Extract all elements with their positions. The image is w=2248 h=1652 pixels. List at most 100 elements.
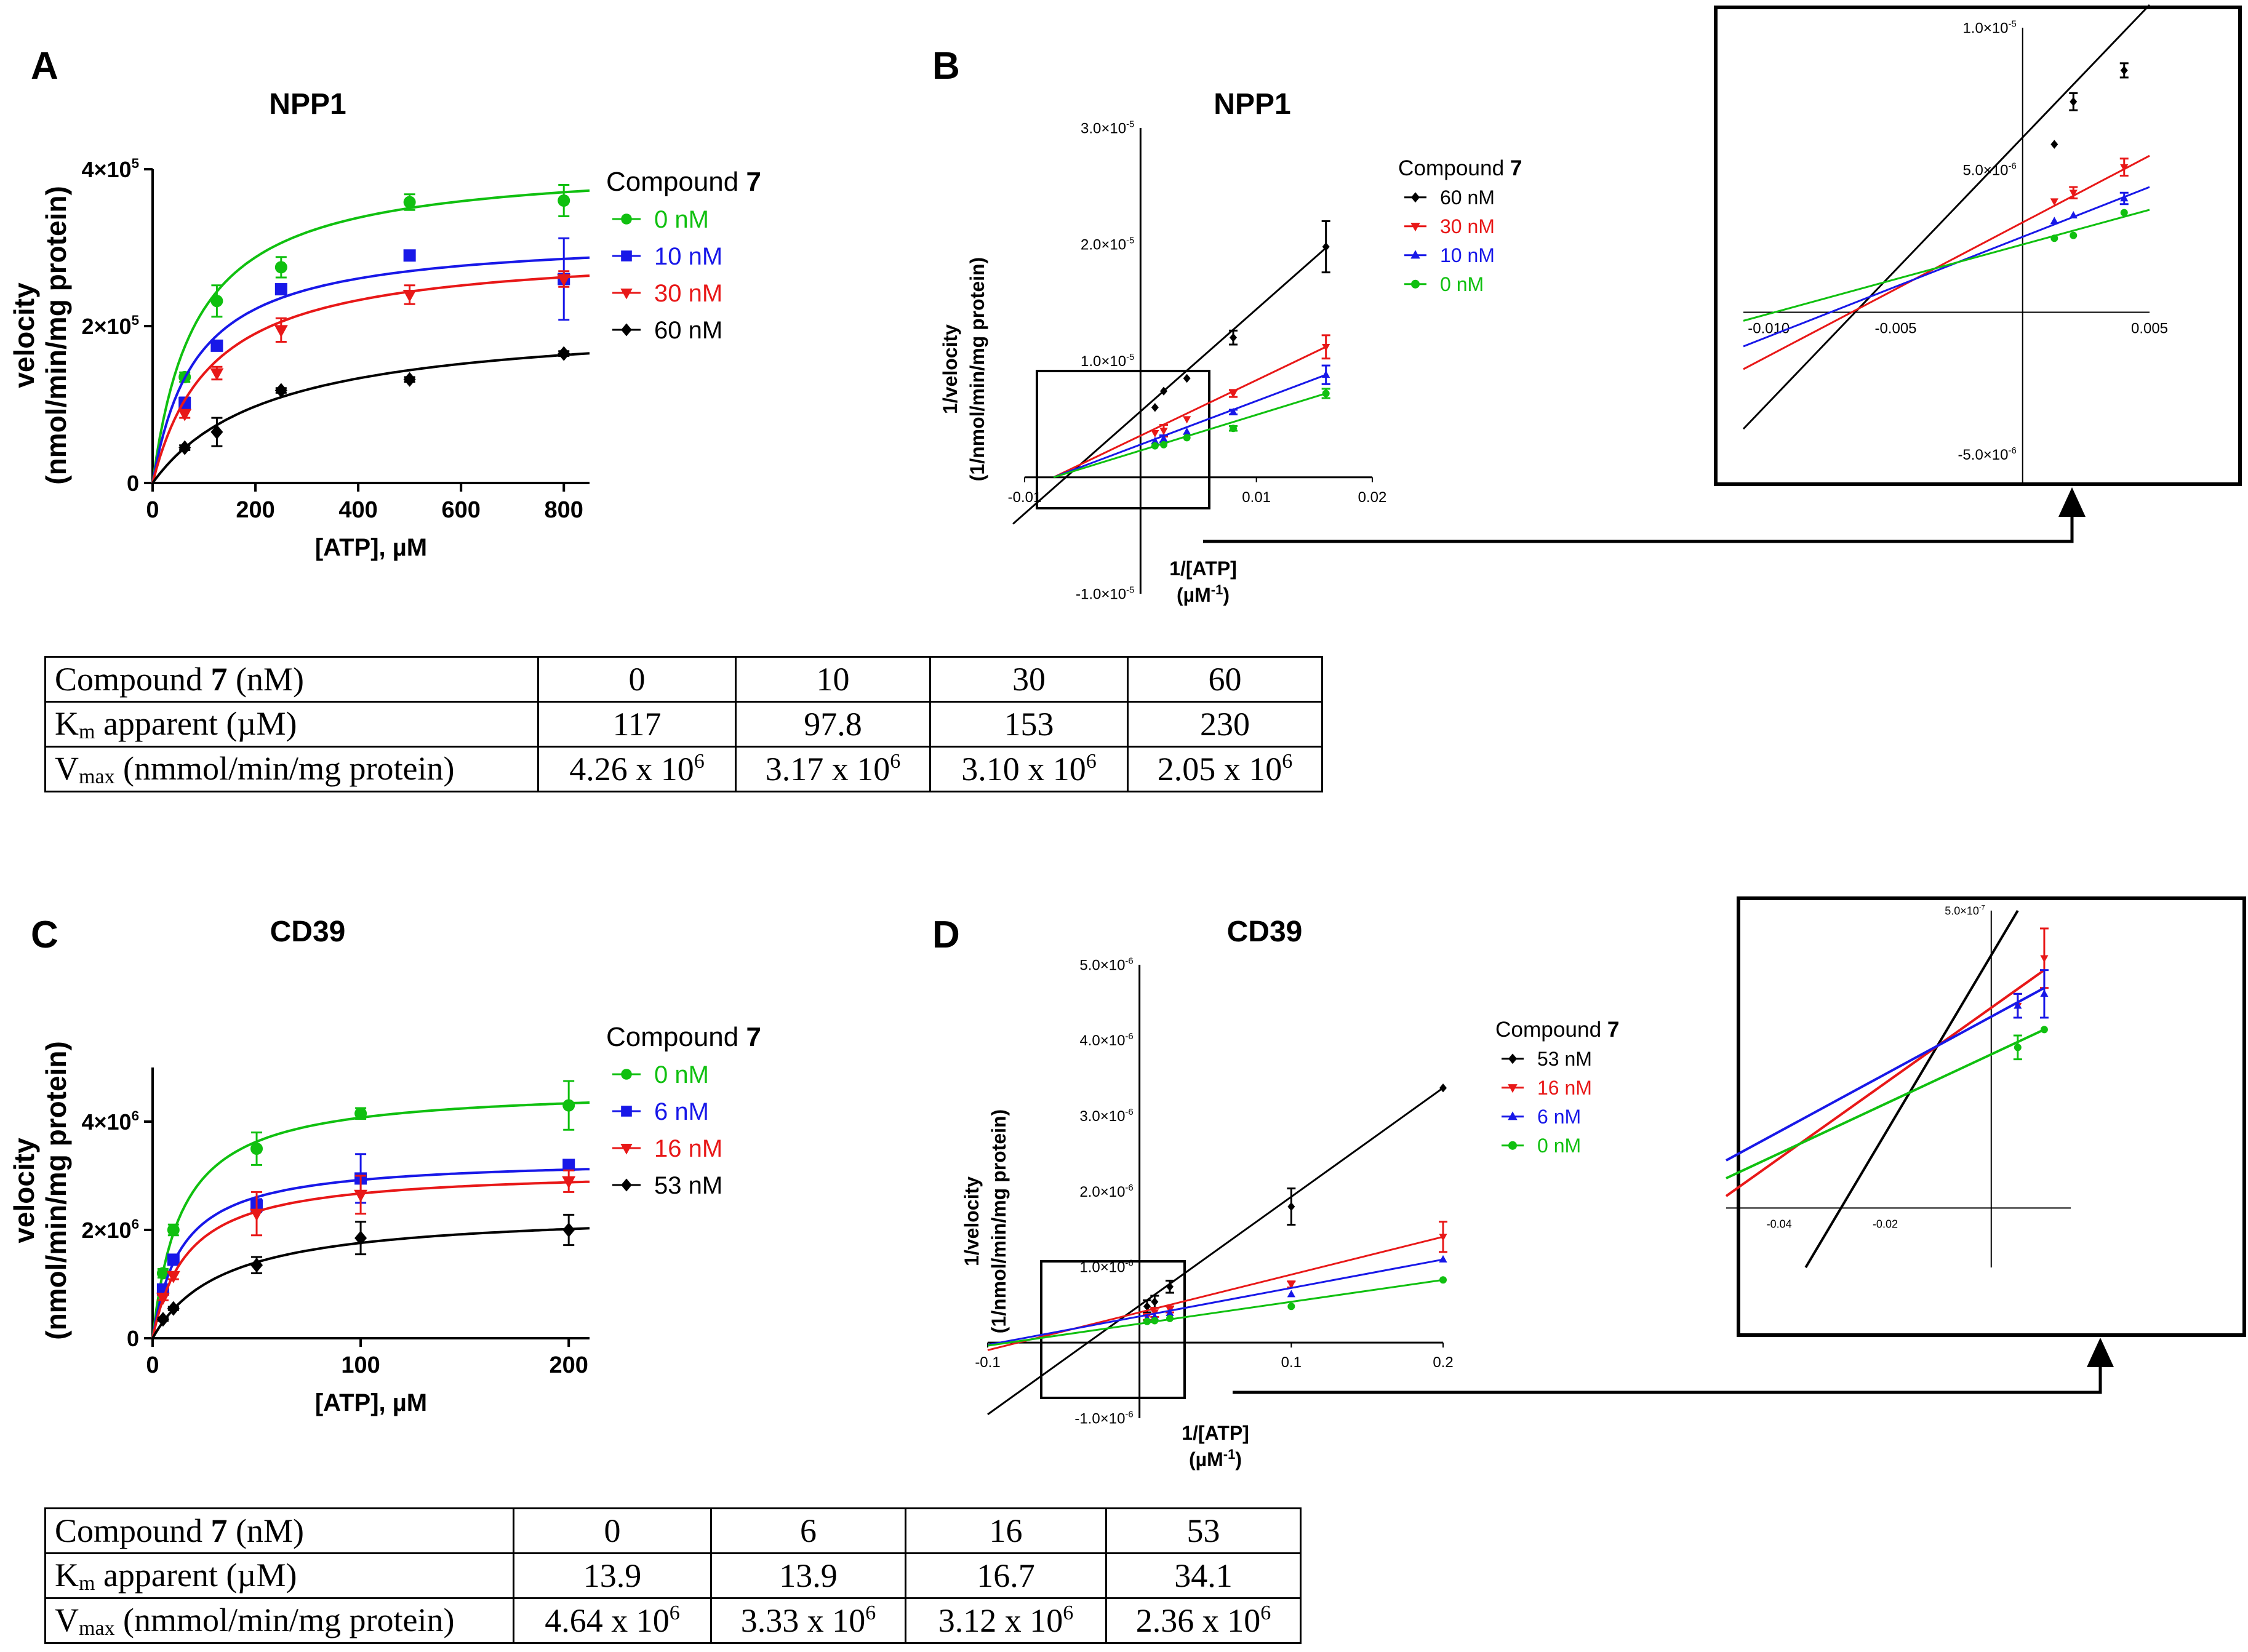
label-bold: 7: [210, 661, 228, 698]
table-cell: 2.05 x 106: [1127, 746, 1323, 792]
data-point: [354, 1189, 368, 1202]
table-cell: 97.8: [735, 701, 931, 748]
table-row: Vmax (nmmol/min/mg protein) 4.26 x 106 3…: [44, 746, 1323, 792]
table-cell: 4.64 x 106: [513, 1597, 712, 1644]
y-tick-label-exponent: 5: [132, 156, 139, 171]
data-point: [1322, 242, 1330, 252]
x-tick-label: -0.04: [1767, 1218, 1792, 1230]
data-point: [274, 261, 287, 274]
data-point: [156, 1267, 169, 1280]
fit-line-0-nM: [1743, 209, 2150, 322]
fit-line-6-nM: [987, 1258, 1444, 1346]
data-point: [250, 1208, 264, 1221]
y-tick-label: 5.0×10-7: [1945, 904, 1985, 917]
data-point: [2050, 140, 2058, 149]
legend-title-prefix: Compound: [606, 167, 746, 197]
table-row: Km apparent (µM) 117 97.8 153 230: [44, 701, 1323, 748]
data-point: [1183, 427, 1191, 435]
x-tick-label: 200: [236, 497, 274, 523]
data-point: [1143, 1302, 1151, 1311]
table-row-label: Km apparent (µM): [44, 1552, 514, 1599]
ylabel-c-line2: (nmol/min/mg protein): [40, 1041, 72, 1340]
inset-frame-d: [1737, 896, 2246, 1337]
data-point: [1151, 1317, 1159, 1325]
data-point: [1160, 441, 1167, 449]
fit-curve-53-nM: [151, 1227, 590, 1339]
y-tick-label-mantissa: 4×10: [81, 157, 131, 182]
xlabel-d-suffix: ): [1235, 1448, 1242, 1470]
data-point: [210, 339, 223, 352]
data-point: [1151, 442, 1159, 450]
table-cell: 0: [513, 1507, 712, 1554]
y-tick-label: 5.0×10-6: [1962, 162, 2016, 179]
label-rest: (nmmol/min/mg protein): [114, 750, 455, 787]
fit-line-0-nM: [987, 1279, 1444, 1347]
x-tick-label: -0.005: [1874, 321, 1916, 337]
x-axis-label: [ATP], µM: [315, 534, 427, 561]
cell-exp: 6: [694, 750, 705, 773]
cell-base: 4.64 x 10: [545, 1602, 670, 1639]
data-point: [2120, 164, 2129, 172]
data-point: [1183, 416, 1191, 424]
y-tick-label-exponent: -5: [1126, 236, 1134, 246]
table-cell: 3.12 x 106: [905, 1597, 1107, 1644]
legend-marker: [1410, 192, 1420, 203]
data-point: [210, 368, 224, 381]
zoom-box-b: [1036, 370, 1210, 509]
data-point: [2040, 1026, 2048, 1034]
xlabel-d-sup: -1: [1223, 1446, 1236, 1462]
ylabel-d: 1/velocity (1/nmol/min/mg protein): [961, 1109, 1010, 1333]
data-point: [1287, 1281, 1295, 1289]
chart-b-inset: -0.010 -0.005 0.005 1.0×10-5 5.0×10-6 -5.0×10…: [1742, 4, 2168, 483]
data-point: [1230, 425, 1237, 433]
data-point: [1151, 430, 1159, 438]
data-point: [1322, 343, 1330, 351]
label-rest: apparent (µM): [95, 1557, 297, 1594]
legend-marker: [1410, 279, 1420, 289]
data-point: [562, 1159, 575, 1171]
data-point: [210, 295, 223, 308]
label-suffix: (nM): [227, 661, 305, 698]
y-tick-label: 2×106: [81, 1216, 139, 1243]
cell-exp: 6: [1063, 1602, 1074, 1624]
cell-base: 2.36 x 10: [1135, 1602, 1261, 1639]
data-point: [210, 425, 223, 440]
table-row: Compound 7 (nM) 0 6 16 53: [44, 1507, 1302, 1554]
y-tick-label-mantissa: 4×10: [81, 1109, 131, 1135]
table-cell: 153: [929, 701, 1129, 748]
y-tick-label: 0: [127, 1326, 139, 1351]
ylabel-a-line2: (nmol/min/mg protein): [40, 186, 72, 485]
y-tick-label-exponent: -6: [1125, 1107, 1133, 1117]
legend-marker: [621, 1178, 632, 1192]
data-point: [354, 1231, 367, 1246]
table-row-label: Compound 7 (nM): [44, 1507, 514, 1554]
data-point: [1439, 1083, 1447, 1093]
table-row: Compound 7 (nM) 0 10 30 60: [44, 656, 1323, 703]
y-tick-label-mantissa: 2.0×10: [1079, 1184, 1125, 1200]
y-tick-label: -5.0×10-6: [1958, 446, 2016, 463]
ylabel-b-line2: (1/nmol/min/mg protein): [966, 257, 988, 481]
arrow-b-head: [2058, 487, 2086, 517]
cell-base: 3.10 x 10: [961, 751, 1086, 788]
legend-entry: 16 nM: [1537, 1077, 1592, 1099]
data-point: [1151, 403, 1159, 412]
npp1-kinetics-table: Compound 7 (nM) 0 10 30 60 Km apparent (…: [44, 656, 1323, 792]
fit-line-0-nM: [1726, 1028, 2045, 1179]
data-point: [2069, 190, 2078, 198]
table-cell: 3.10 x 106: [929, 746, 1129, 792]
fit-curve-6-nM: [151, 1168, 590, 1339]
xlabel-b: 1/[ATP] (µM-1): [1169, 557, 1237, 606]
fit-curve-30-nM: [151, 274, 590, 484]
legend-entry: 6 nM: [1537, 1106, 1581, 1128]
y-tick-label: 2.0×10-6: [1079, 1183, 1133, 1200]
fit-curve-0-nM: [151, 1101, 590, 1339]
y-tick-label: 1.0×10-6: [1079, 1259, 1133, 1276]
data-point: [1439, 1276, 1447, 1284]
table-cell: 2.36 x 106: [1105, 1597, 1302, 1644]
x-tick-label: -0.02: [1873, 1218, 1898, 1230]
ylabel-a-line1: velocity: [8, 282, 40, 388]
table-cell: 53: [1105, 1507, 1302, 1554]
legend-marker: [1410, 223, 1420, 232]
ylabel-d-line2: (1/nmol/min/mg protein): [988, 1109, 1010, 1333]
